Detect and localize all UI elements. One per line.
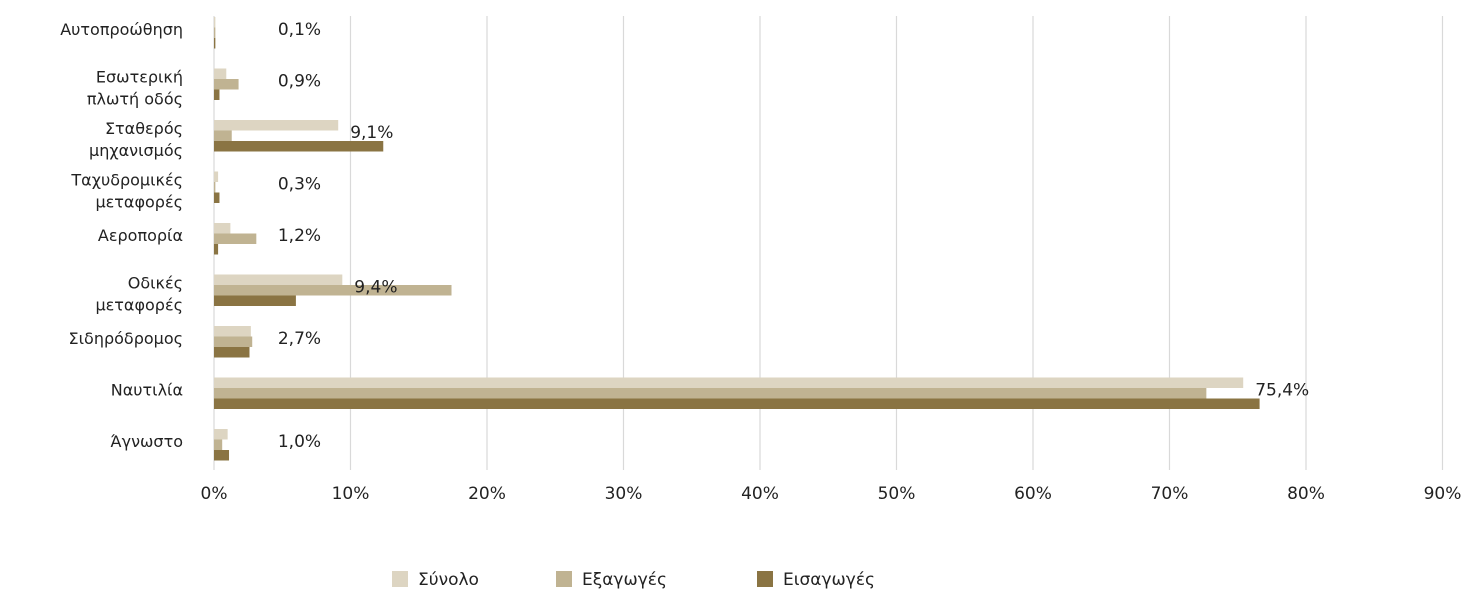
category-label: Αεροπορία [98,226,183,245]
bars [214,17,1260,461]
category-label-line: Άγνωστο [111,432,183,451]
category-label-line: μεταφορές [95,296,183,315]
x-tick-label: 10% [332,484,370,504]
category-label-line: μηχανισμός [89,141,183,160]
bar [214,130,232,141]
bar [214,377,1244,388]
category-label-line: Αυτοπροώθηση [60,20,183,39]
category-label: Εσωτερική πλωτή οδός [87,68,183,109]
bar [214,274,343,285]
data-label: 0,3% [278,175,321,195]
bar [214,79,239,90]
category-label: Άγνωστο [111,432,183,451]
bar [214,141,384,152]
bar [214,192,220,203]
x-tick-label: 70% [1151,484,1189,504]
legend-label: Εισαγωγές [783,570,875,589]
bar [214,336,253,347]
bar [214,347,250,358]
bar [214,68,227,79]
bar [214,17,216,28]
category-label-line: Εσωτερική [96,68,183,87]
x-tick-label: 0% [201,484,228,504]
category-label: Ναυτιλία [111,381,183,400]
bar [214,398,1260,409]
bar [214,388,1207,399]
bar [214,295,296,306]
category-label: Σιδηρόδρομος [69,329,184,348]
legend-swatch [392,571,408,587]
bar [214,27,216,38]
data-label: 1,2% [278,226,321,246]
category-label-line: Σιδηρόδρομος [69,329,184,348]
x-tick-label: 20% [468,484,506,504]
legend-swatch [556,571,572,587]
x-tick-label: 80% [1287,484,1325,504]
bar [214,223,231,234]
bar [214,450,230,461]
data-label: 0,1% [278,20,321,40]
data-label: 9,4% [354,278,397,298]
legend-label: Σύνολο [418,570,479,589]
data-label: 1,0% [278,432,321,452]
bar [214,233,257,244]
bar [214,89,220,100]
legend: Σύνολο Εξαγωγές Εισαγωγές [392,570,875,589]
category-label-line: Οδικές [128,274,183,293]
data-labels: 0,1% 0,9% 9,1% 0,3% 1,2% 9,4% 2,7% 75,4% 1,0% [278,20,1309,452]
data-label: 2,7% [278,329,321,349]
category-label-line: Ταχυδρομικές [70,171,183,190]
data-label: 9,1% [350,123,393,143]
category-label: Σταθερός μηχανισμός [89,119,183,160]
bar [214,182,216,193]
x-tick-label: 40% [741,484,779,504]
x-tick-label: 30% [605,484,643,504]
bar [214,120,339,131]
category-label: Αυτοπροώθηση [60,20,183,39]
legend-label: Εξαγωγές [582,570,667,589]
category-label: Ταχυδρομικές μεταφορές [70,171,183,212]
category-labels: Αυτοπροώθηση Εσωτερική πλωτή οδός Σταθερός μ… [60,20,183,451]
data-label: 0,9% [278,72,321,92]
category-label-line: πλωτή οδός [87,90,183,109]
gridlines [213,16,1444,470]
x-tick-label: 50% [878,484,916,504]
bar [214,326,251,337]
data-label: 75,4% [1255,381,1309,401]
x-tick-label: 90% [1424,484,1462,504]
bar [214,171,219,182]
category-label-line: Σταθερός [105,119,183,138]
category-label-line: Ναυτιλία [111,381,183,400]
category-label-line: Αεροπορία [98,226,183,245]
bar [214,38,216,49]
x-tick-label: 60% [1014,484,1052,504]
category-label-line: μεταφορές [95,193,183,212]
bar [214,285,452,296]
x-axis-tick-labels: 0% 10% 20% 30% 40% 50% 60% 70% 80% 90% [201,484,1462,504]
bar [214,244,219,255]
bar [214,439,223,450]
legend-swatch [757,571,773,587]
bar [214,429,228,440]
category-label: Οδικές μεταφορές [95,274,183,315]
